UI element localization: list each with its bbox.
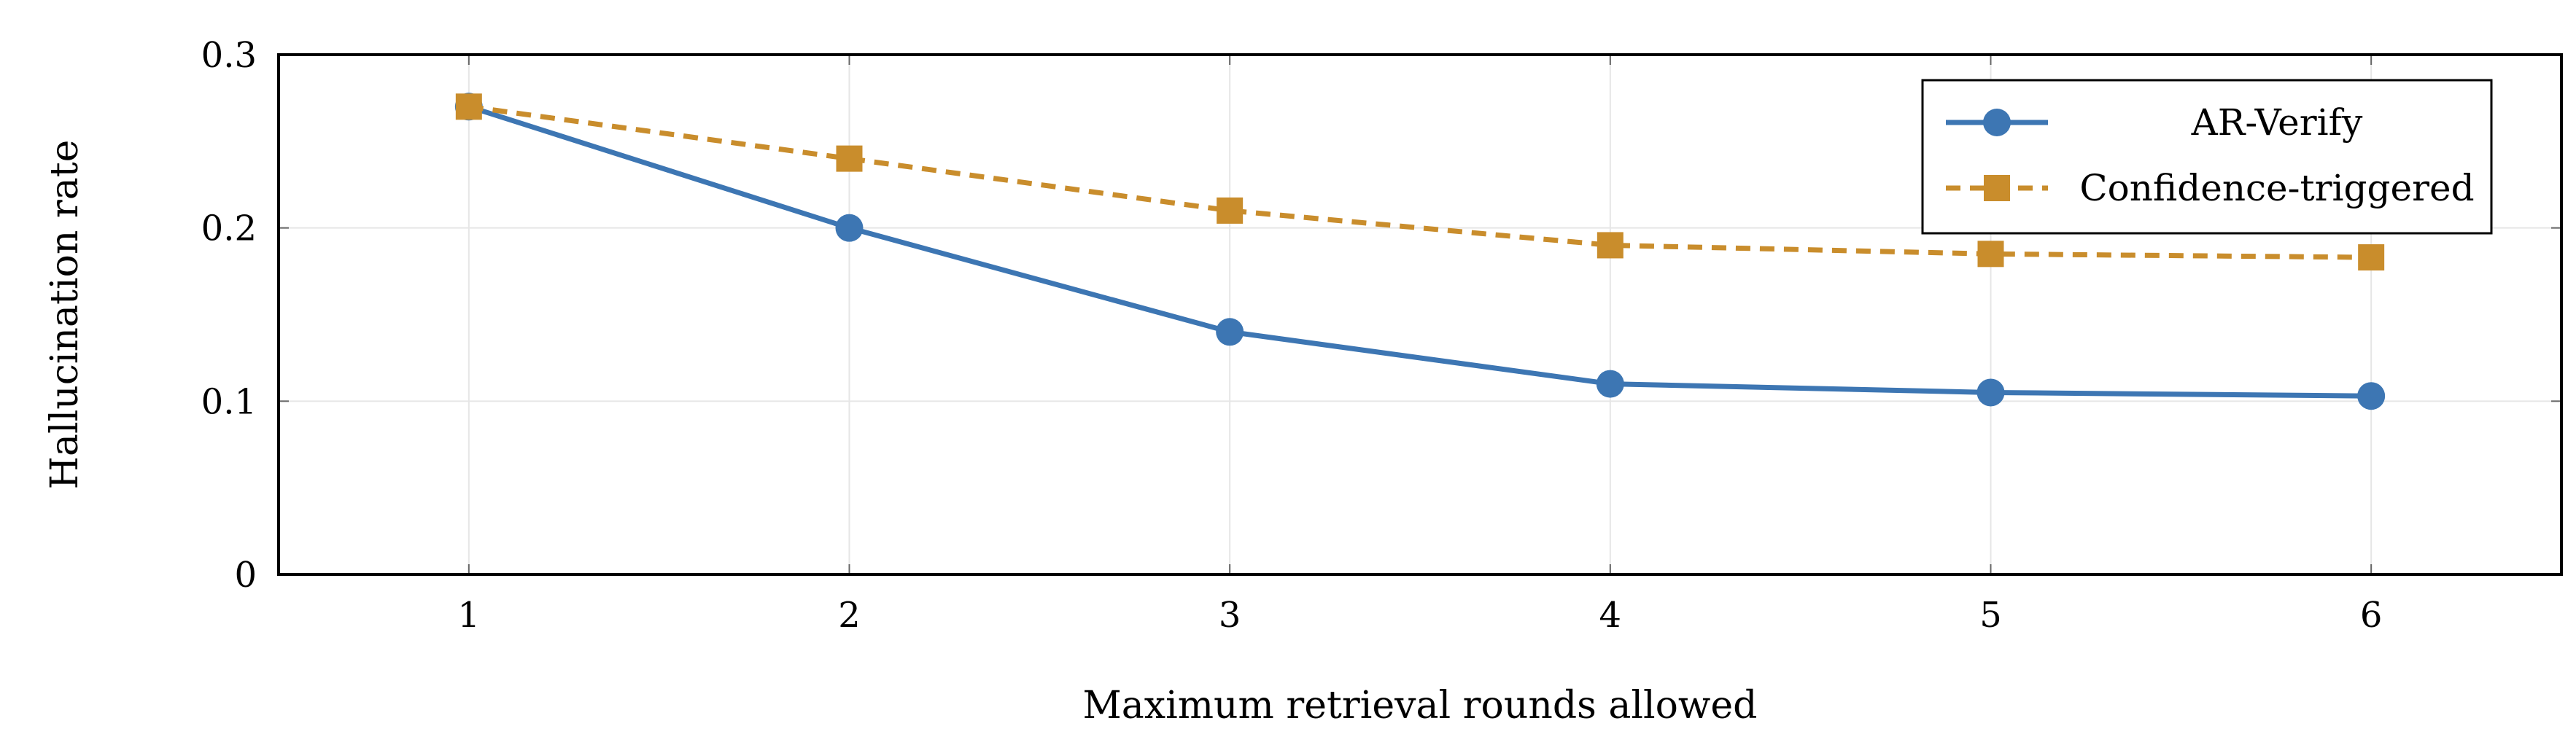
ar-verify-point	[835, 214, 864, 242]
x-tick-label: 6	[2360, 595, 2383, 636]
ar-verify-point	[2357, 382, 2386, 410]
ar-verify-point	[1596, 370, 1624, 398]
tick-labels: 1 2 3 4 5 6 0 0.1 0.2 0.3	[201, 35, 2383, 636]
x-tick-label: 4	[1599, 595, 1622, 636]
legend-box	[1921, 79, 2493, 235]
x-tick-label: 2	[838, 595, 861, 636]
y-axis-title: Hallucination rate	[43, 140, 87, 490]
plot-area-frame	[277, 53, 2563, 576]
confidence-triggered-point	[2358, 244, 2385, 271]
legend-ar-verify-label: AR-Verify	[2191, 101, 2364, 144]
confidence-triggered-point	[1597, 232, 1623, 259]
confidence-triggered-point	[1217, 197, 1244, 224]
confidence-triggered-point	[455, 93, 482, 120]
confidence-triggered-line	[468, 104, 2372, 260]
ar-verify-point	[1976, 378, 2005, 407]
y-tick-label: 0.1	[201, 381, 257, 422]
confidence-triggered-point	[836, 145, 863, 172]
confidence-triggered-point	[1977, 241, 2004, 268]
ar-verify-point	[1216, 318, 1244, 346]
legend-ar-verify-marker	[1983, 109, 2011, 136]
ar-verify-line	[468, 104, 2372, 399]
x-tick-label: 3	[1219, 595, 1241, 636]
series-lines	[454, 93, 2386, 410]
legend: AR-Verify Confidence-triggered	[1921, 79, 2493, 235]
legend-confidence-triggered-marker	[1984, 175, 2010, 201]
x-tick-label: 1	[458, 595, 481, 636]
x-tick-label: 5	[1979, 595, 2002, 636]
x-axis-title: Maximum retrieval rounds allowed	[1083, 684, 1758, 728]
y-tick-label: 0.2	[201, 208, 257, 249]
y-tick-label: 0	[234, 555, 257, 596]
y-tick-label: 0.3	[201, 35, 257, 76]
legend-confidence-triggered-label: Confidence-triggered	[2079, 167, 2474, 209]
